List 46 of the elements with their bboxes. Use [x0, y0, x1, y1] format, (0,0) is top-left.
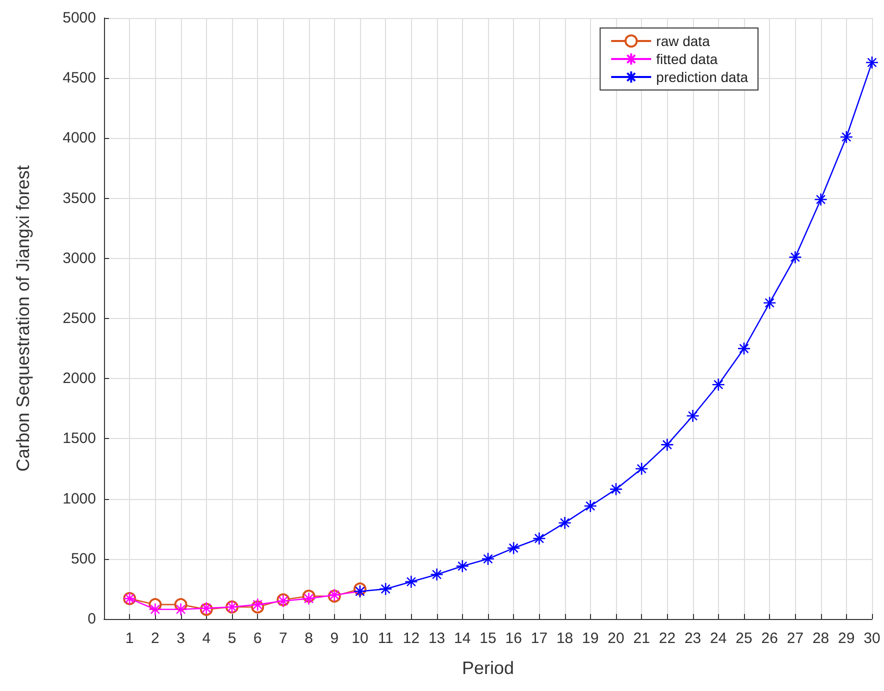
y-tick-label: 5000 — [62, 10, 96, 26]
x-tick-label: 4 — [202, 630, 211, 647]
x-tick-label: 1 — [125, 630, 134, 647]
y-tick-label: 2500 — [62, 310, 96, 327]
y-tick-label: 4500 — [62, 70, 96, 87]
x-tick-label: 12 — [402, 630, 420, 647]
y-tick-label: 1500 — [62, 430, 96, 448]
x-tick-label: 8 — [304, 630, 313, 647]
x-tick-label: 16 — [505, 630, 522, 647]
y-tick-label: 500 — [70, 550, 96, 568]
x-tick-label: 30 — [864, 630, 880, 647]
x-tick-label: 9 — [330, 630, 339, 647]
x-tick-label: 11 — [378, 630, 394, 647]
x-tick-label: 18 — [556, 630, 574, 647]
y-tick-label: 2000 — [62, 370, 96, 388]
x-tick-label: 6 — [253, 630, 262, 647]
x-tick-label: 27 — [786, 630, 804, 647]
x-tick-label: 13 — [428, 630, 446, 647]
x-tick-label: 17 — [530, 630, 548, 647]
y-axis-title: Carbon Sequestration of Jiangxi forest — [13, 165, 33, 472]
y-tick-label: 3000 — [62, 250, 96, 267]
x-tick-label: 20 — [608, 630, 624, 647]
x-tick-label: 23 — [684, 630, 702, 647]
legend-label: raw data — [656, 33, 710, 49]
x-axis-title: Period — [462, 658, 514, 678]
x-tick-label: 10 — [352, 630, 368, 647]
x-tick-label: 28 — [812, 630, 830, 647]
x-tick-label: 15 — [480, 630, 496, 647]
legend-label: fitted data — [656, 51, 718, 67]
x-tick-label: 7 — [279, 630, 288, 647]
x-tick-label: 21 — [633, 630, 650, 647]
x-tick-label: 3 — [176, 630, 185, 647]
y-tick-label: 1000 — [62, 490, 96, 508]
y-tick-label: 3500 — [62, 190, 96, 207]
y-tick-label: 4000 — [62, 130, 96, 147]
x-tick-label: 29 — [838, 630, 855, 647]
x-tick-label: 14 — [454, 630, 471, 647]
x-tick-label: 24 — [710, 630, 727, 647]
x-tick-label: 2 — [151, 630, 160, 647]
x-tick-label: 25 — [736, 630, 752, 647]
x-tick-label: 26 — [761, 630, 778, 647]
y-tick-label: 0 — [88, 610, 96, 628]
x-tick-label: 22 — [658, 630, 676, 647]
x-tick-label: 5 — [228, 630, 236, 647]
legend-label: prediction data — [656, 69, 748, 85]
x-tick-label: 19 — [582, 630, 599, 647]
